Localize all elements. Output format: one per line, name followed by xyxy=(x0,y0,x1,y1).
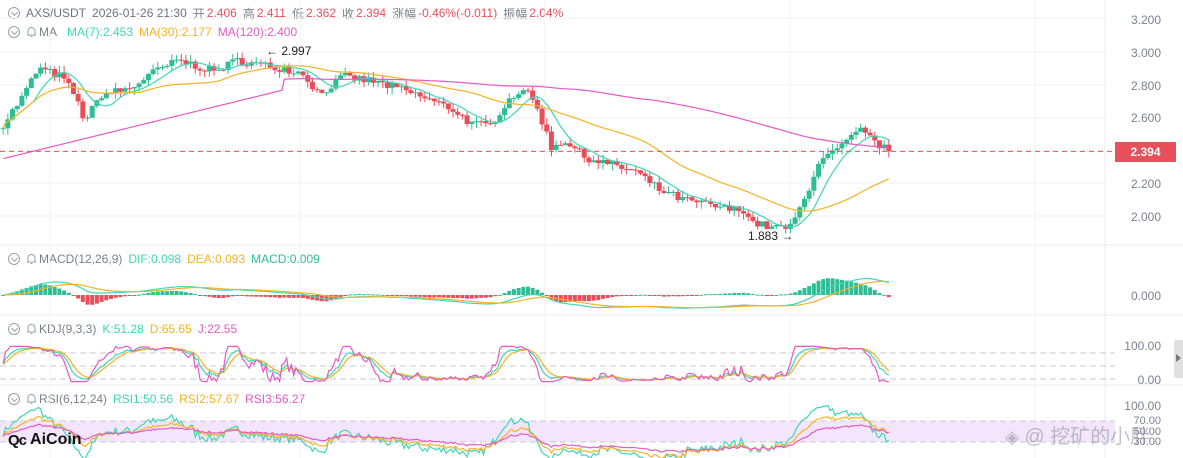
low-value: 2.362 xyxy=(305,6,337,20)
rsi-name: RSI(6,12,24) xyxy=(39,392,108,406)
aicoin-logo: Qc AiCoin xyxy=(8,431,82,449)
rsi1-value: RSI1:50.56 xyxy=(113,392,174,406)
ma120-value: MA(120):2.400 xyxy=(217,25,298,39)
bell-icon[interactable] xyxy=(26,323,37,335)
amplitude-label: 振幅 xyxy=(503,6,528,21)
price-axis-tick: 2.600 xyxy=(1130,111,1161,125)
rsi-axis-tick: 70.00 xyxy=(1133,415,1161,427)
logo-text: AiCoin xyxy=(30,431,82,448)
rsi-axis-tick: 50.00 xyxy=(1133,426,1161,438)
price-axis-tick: 2.000 xyxy=(1130,210,1161,224)
open-value: 2.406 xyxy=(206,6,237,20)
ohlc-legend: AXS/USDT 2026-01-26 21:30 开 2.406 高 2.41… xyxy=(8,5,563,21)
collapse-chevron-icon[interactable] xyxy=(8,26,20,38)
ma30-value: MA(30):2.177 xyxy=(139,25,212,39)
k-value: K:51.28 xyxy=(102,322,144,336)
bell-icon[interactable] xyxy=(26,393,37,405)
ma-name: MA xyxy=(39,25,57,39)
close-value: 2.394 xyxy=(356,6,387,20)
d-value: D:65.65 xyxy=(149,322,192,336)
aicoin-logo-icon: Qc xyxy=(8,431,27,449)
close-label: 收 xyxy=(342,6,355,21)
dea-value: DEA:0.093 xyxy=(187,252,246,266)
change-label: 涨幅 xyxy=(392,6,417,21)
high-label: 高 xyxy=(242,6,255,21)
high-price-marker: ← 2.997 xyxy=(266,44,312,58)
price-axis-tick: 3.000 xyxy=(1130,46,1161,60)
rsi-axis-tick: 100.00 xyxy=(1124,399,1161,413)
macd-legend: MACD(12,26,9) DIF:0.098 DEA:0.093 MACD:0… xyxy=(8,251,320,267)
macd-value: MACD:0.009 xyxy=(251,252,320,266)
bell-icon[interactable] xyxy=(26,26,37,38)
diamond-icon: ◈ xyxy=(1005,427,1019,447)
ma-legend: MA MA(7):2.453 MA(30):2.177 MA(120):2.40… xyxy=(8,24,297,40)
bell-icon[interactable] xyxy=(26,253,37,265)
rsi-axis-tick: 30.00 xyxy=(1133,436,1161,448)
price-axis-tick: 3.200 xyxy=(1130,13,1161,27)
high-value: 2.411 xyxy=(256,6,286,20)
watermark: ◈ @ 挖矿的小胖 xyxy=(1005,420,1150,449)
price-axis-tick: 2.800 xyxy=(1130,79,1161,93)
rsi3-value: RSI3:56.27 xyxy=(245,392,306,406)
collapse-chevron-icon[interactable] xyxy=(8,393,20,405)
watermark-text: @ 挖矿的小胖 xyxy=(1024,426,1151,448)
open-label: 开 xyxy=(192,6,205,21)
dif-value: DIF:0.098 xyxy=(128,252,182,266)
current-price-tag: 2.394 xyxy=(1115,142,1176,162)
macd-axis-tick: 0.000 xyxy=(1130,289,1161,303)
price-axis-tick: 2.200 xyxy=(1130,177,1161,191)
expand-panel-handle[interactable] xyxy=(1174,340,1183,378)
change-value: -0.46%(-0.011) xyxy=(418,6,498,20)
macd-name: MACD(12,26,9) xyxy=(39,252,123,266)
datetime-label: 2026-01-26 21:30 xyxy=(92,6,187,20)
rsi2-value: RSI2:57.67 xyxy=(179,392,240,406)
ma7-value: MA(7):2.453 xyxy=(67,25,134,39)
kdj-axis-tick: 0.00 xyxy=(1137,373,1161,387)
collapse-chevron-icon[interactable] xyxy=(8,323,20,335)
collapse-chevron-icon[interactable] xyxy=(8,253,20,265)
rsi-legend: RSI(6,12,24) RSI1:50.56 RSI2:57.67 RSI3:… xyxy=(8,391,305,407)
kdj-axis-tick: 100.00 xyxy=(1124,339,1161,353)
j-value: J:22.55 xyxy=(197,322,238,336)
kdj-legend: KDJ(9,3,3) K:51.28 D:65.65 J:22.55 xyxy=(8,321,237,337)
kdj-name: KDJ(9,3,3) xyxy=(39,322,97,336)
low-label: 低 xyxy=(291,6,304,21)
low-price-marker: 1.883 → xyxy=(748,229,794,243)
amplitude-value: 2.04% xyxy=(529,6,564,20)
symbol-label: AXS/USDT xyxy=(26,6,87,20)
